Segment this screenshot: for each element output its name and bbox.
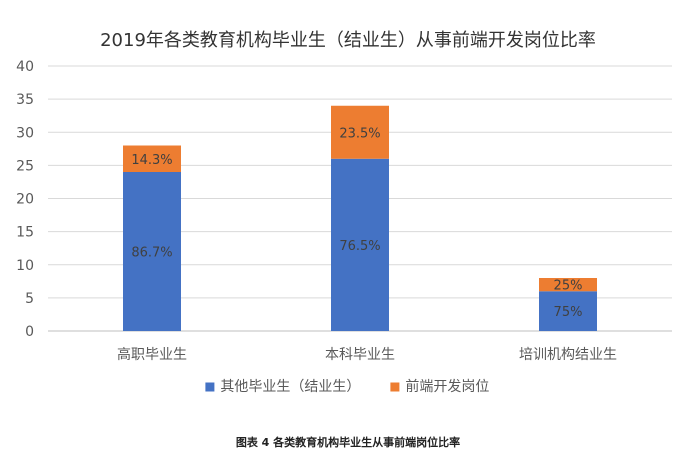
y-tick-label: 15 — [16, 225, 34, 241]
bar-segment — [331, 105, 389, 159]
bar-segment — [539, 278, 597, 292]
y-tick-label: 40 — [16, 59, 34, 75]
bars: 86.7% 14.3% 76.5% 23.5% 75% 25% — [123, 105, 597, 331]
y-tick-label: 0 — [25, 324, 34, 340]
y-axis-ticks: 0 5 10 15 20 25 30 35 40 — [16, 59, 34, 340]
figure-caption: 图表 4 各类教育机构毕业生从事前端岗位比率 — [236, 435, 460, 449]
y-tick-label: 25 — [16, 158, 34, 174]
legend-swatch — [390, 382, 400, 392]
legend-label: 其他毕业生（结业生） — [220, 379, 360, 395]
chart-title: 2019年各类教育机构毕业生（结业生）从事前端开发岗位比率 — [100, 30, 596, 51]
legend: 其他毕业生（结业生） 前端开发岗位 — [205, 378, 489, 395]
data-label: 76.5% — [339, 239, 380, 254]
y-tick-label: 35 — [16, 92, 34, 108]
data-label: 75% — [554, 305, 583, 320]
bar-segment — [123, 172, 181, 331]
x-category-label: 培训机构结业生 — [519, 347, 617, 363]
legend-label: 前端开发岗位 — [405, 378, 489, 395]
bar-segment — [331, 158, 389, 331]
y-tick-label: 10 — [16, 258, 34, 274]
y-tick-label: 5 — [25, 291, 34, 307]
x-category-label: 本科毕业生 — [325, 347, 395, 363]
x-axis-categories: 高职毕业生 本科毕业生 培训机构结业生 — [117, 346, 617, 363]
data-label: 14.3% — [131, 153, 172, 168]
x-category-label: 高职毕业生 — [117, 346, 187, 363]
legend-swatch — [205, 382, 215, 392]
y-tick-label: 30 — [16, 125, 34, 141]
y-tick-label: 20 — [16, 192, 34, 208]
data-label: 86.7% — [131, 246, 172, 261]
bar-segment — [123, 145, 181, 172]
data-label: 25% — [554, 279, 583, 294]
data-label: 23.5% — [339, 126, 380, 141]
bar-segment — [539, 291, 597, 331]
